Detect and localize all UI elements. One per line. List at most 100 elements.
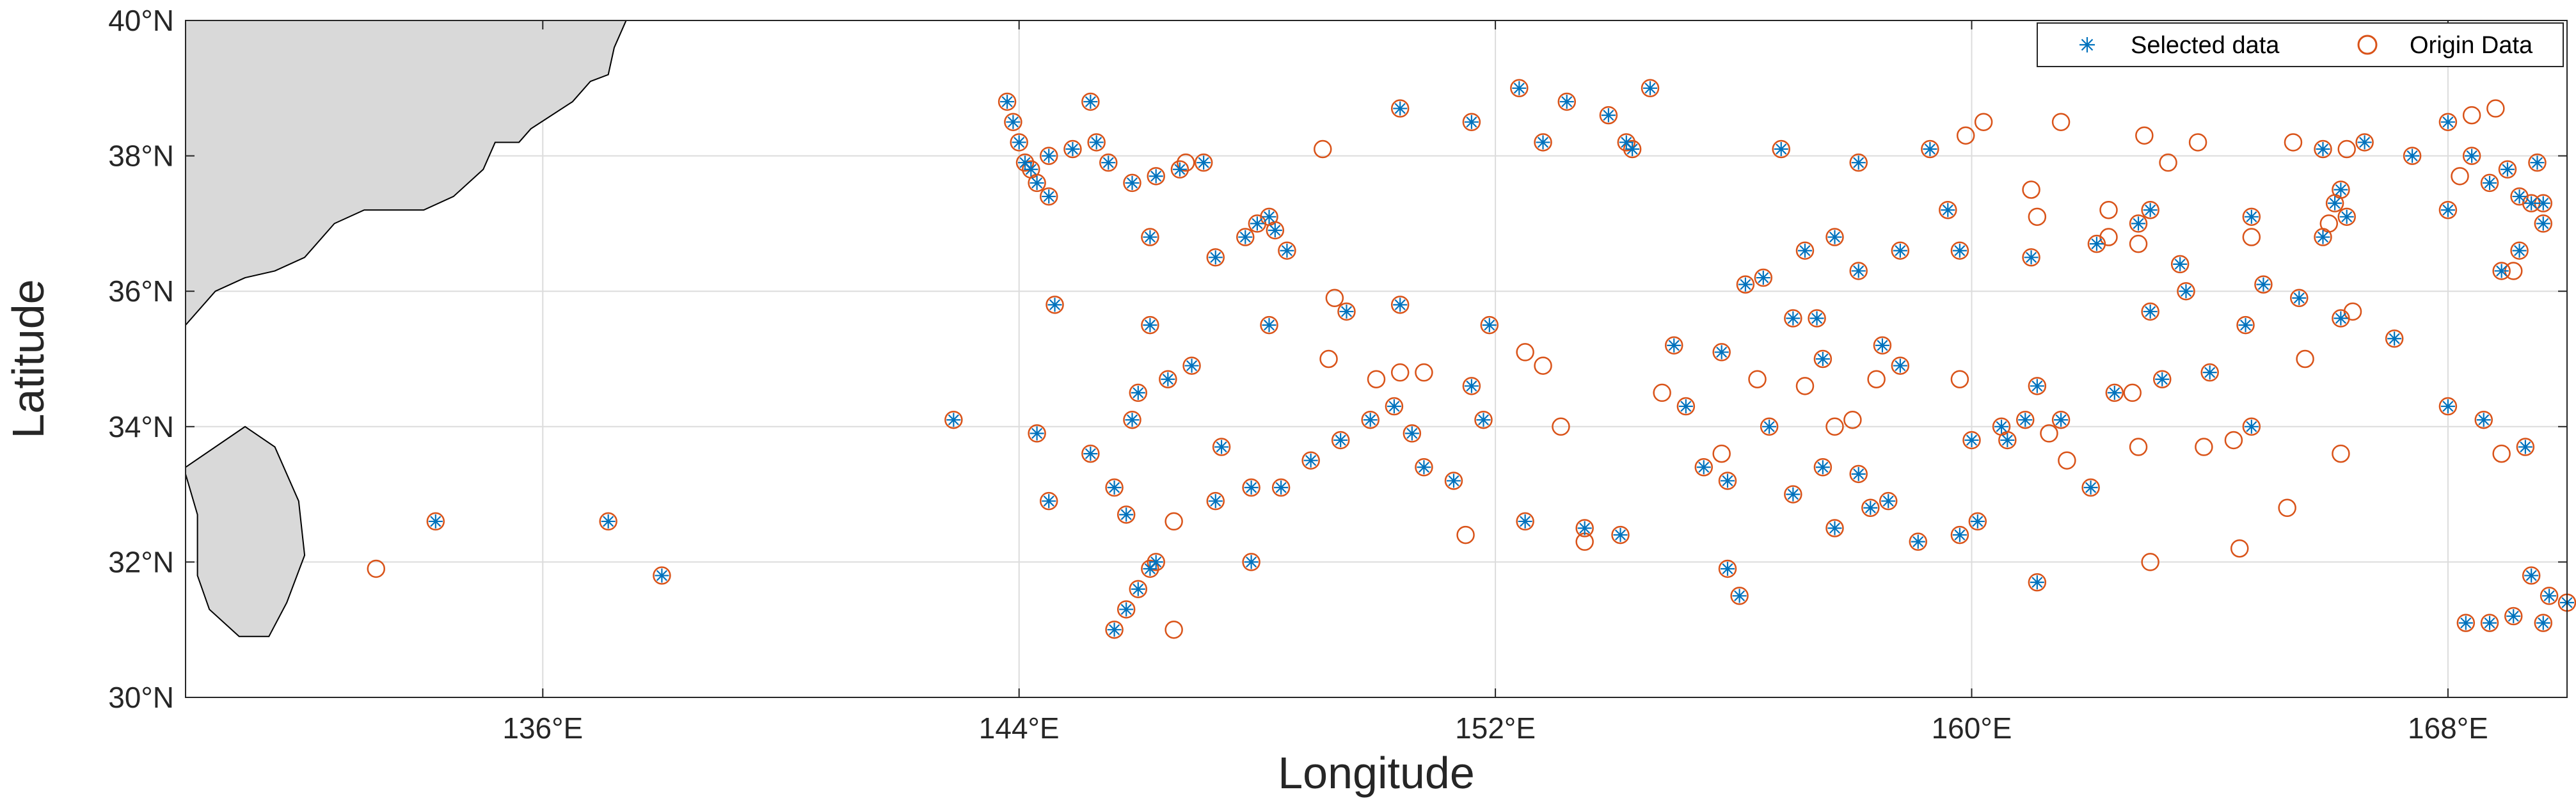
origin-data-point <box>2170 255 2190 274</box>
selected-data-point <box>1238 230 1253 244</box>
origin-data-point <box>1123 173 1141 193</box>
selected-data-point <box>2024 250 2039 265</box>
selected-data-point <box>2483 615 2497 630</box>
selected-data-point <box>1280 243 1294 258</box>
origin-data-point <box>1206 248 1225 267</box>
origin-data-point <box>1575 519 1594 537</box>
selected-data-point <box>2155 372 2170 386</box>
plot-area-frame <box>185 20 2568 698</box>
selected-data-point <box>2536 615 2550 630</box>
selected-data-point <box>1149 555 1163 569</box>
selected-data-point <box>1815 460 1830 475</box>
origin-data-point <box>653 566 671 585</box>
selected-data-point <box>1042 494 1056 509</box>
origin-data-point <box>1730 587 1749 605</box>
origin-data-point <box>2028 207 2047 226</box>
origin-data-point <box>1534 356 1552 375</box>
origin-data-point <box>998 92 1017 111</box>
origin-data-point <box>1087 133 1106 152</box>
selected-data-point <box>1131 385 1145 400</box>
origin-data-point <box>2516 438 2535 456</box>
legend-selected-star <box>2079 37 2095 52</box>
selected-data-point <box>2465 148 2479 163</box>
origin-data-point <box>2099 228 2118 246</box>
origin-data-point <box>2332 180 2350 199</box>
selected-data-point <box>1047 298 1062 312</box>
origin-data-point <box>2480 173 2499 193</box>
origin-data-point <box>1444 472 1463 490</box>
origin-data-point <box>2438 113 2458 131</box>
origin-data-point <box>2462 147 2481 165</box>
origin-data-point <box>2343 302 2362 321</box>
origin-data-point <box>1676 397 1696 416</box>
origin-data-point <box>2278 498 2296 518</box>
origin-data-point <box>1962 431 1981 450</box>
origin-data-point <box>1939 200 1957 219</box>
selected-data-point <box>2512 243 2527 258</box>
selected-data-point <box>1476 413 1491 427</box>
origin-data-point <box>1105 478 1124 497</box>
selected-data-point <box>1184 358 1199 373</box>
origin-data-point <box>1718 559 1737 578</box>
selected-data-point <box>1952 243 1967 258</box>
origin-data-point <box>1176 153 1195 172</box>
selected-data-point <box>1208 494 1223 509</box>
selected-data-point <box>2328 196 2342 210</box>
x-tick-label: 168°E <box>2408 711 2488 745</box>
selected-data-point <box>946 413 961 427</box>
selected-data-point <box>2524 196 2539 210</box>
origin-data-point <box>2123 383 2142 402</box>
selected-data-point <box>2483 175 2497 190</box>
selected-data-point <box>1720 473 1735 488</box>
origin-data-point <box>1891 241 1910 260</box>
selected-data-point <box>2238 318 2253 333</box>
selected-data-point <box>2000 433 2015 447</box>
origin-data-point <box>1825 228 1844 246</box>
origin-data-point <box>2129 438 2148 456</box>
origin-data-point <box>2015 410 2035 429</box>
origin-data-point <box>1849 262 1868 280</box>
selected-data-point <box>2292 290 2307 305</box>
selected-data-point <box>2440 115 2455 129</box>
origin-data-point <box>1462 113 1481 131</box>
origin-data-point <box>2099 200 2118 219</box>
origin-data-point <box>1480 315 1499 335</box>
selected-data-point <box>2316 230 2330 244</box>
origin-data-point <box>1206 491 1225 511</box>
origin-data-point <box>1390 363 1410 382</box>
selected-data-point <box>1101 155 1116 170</box>
selected-data-point <box>1577 521 1592 536</box>
selected-data-point <box>1262 318 1276 333</box>
origin-data-point <box>1212 438 1231 456</box>
origin-data-point <box>1147 553 1165 571</box>
origin-data-point <box>2528 153 2547 172</box>
origin-data-point <box>1795 241 1815 260</box>
origin-data-point <box>1712 343 1731 361</box>
origin-data-point <box>1117 505 1136 524</box>
selected-data-point <box>1732 589 1747 603</box>
origin-data-point <box>2051 410 2071 429</box>
selected-data-point <box>1393 298 1408 312</box>
origin-data-point <box>1266 221 1285 240</box>
origin-data-point <box>1867 370 1886 388</box>
origin-data-point <box>2022 248 2040 267</box>
selected-data-point <box>2387 331 2402 346</box>
x-tick-label: 160°E <box>1932 711 2012 745</box>
legend-label-selected: Selected data <box>2131 32 2280 59</box>
selected-data-point <box>2524 568 2539 583</box>
origin-data-point <box>1081 92 1100 111</box>
origin-data-point <box>1843 410 1862 429</box>
origin-data-point <box>1462 377 1481 395</box>
origin-data-point <box>1712 444 1731 463</box>
origin-data-point <box>1242 478 1260 497</box>
origin-data-point <box>2141 302 2159 321</box>
y-tick-label: 32°N <box>108 545 174 578</box>
origin-data-point <box>1557 92 1577 111</box>
origin-data-point <box>2188 133 2207 152</box>
origin-data-point <box>1617 133 1636 152</box>
origin-data-point <box>1754 268 1773 287</box>
selected-data-point <box>1815 352 1830 366</box>
origin-data-point <box>1415 458 1433 477</box>
origin-data-point <box>2337 207 2356 226</box>
selected-data-point <box>2512 189 2527 204</box>
